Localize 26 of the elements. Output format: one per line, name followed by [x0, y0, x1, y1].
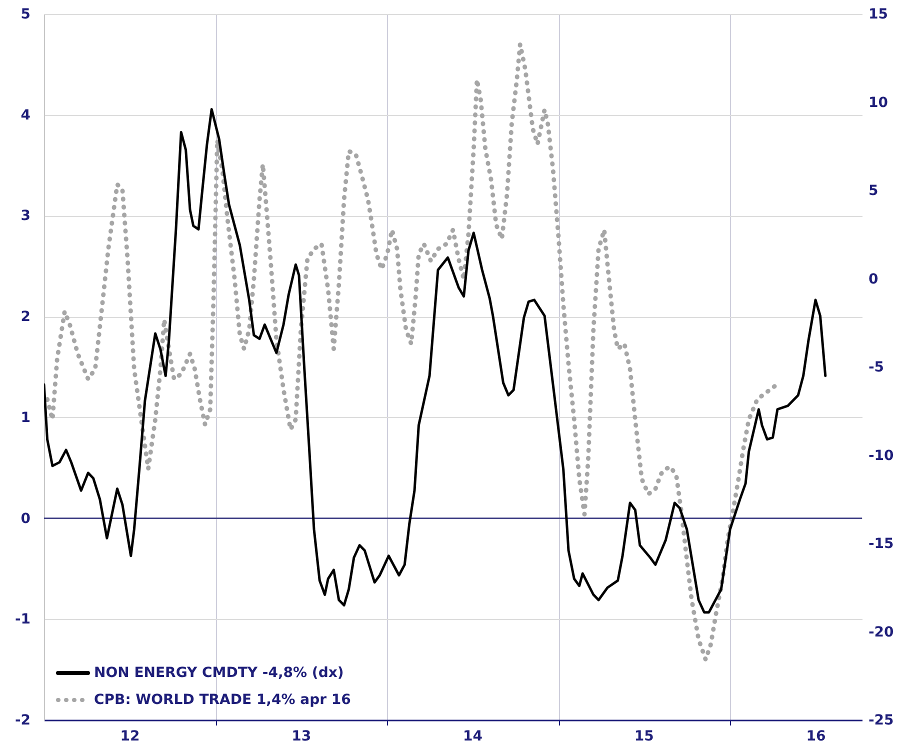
line-series [44, 108, 827, 614]
y-tick-label: 3 [20, 208, 30, 224]
y-tick-label: 0 [20, 510, 31, 527]
y-tick-label: 1 [20, 410, 30, 426]
y-tick-label: 4 [20, 107, 31, 124]
x-tick-label: 12 [120, 728, 140, 744]
x-tick-label: 13 [292, 728, 312, 744]
y2-tick-label: -25 [868, 712, 894, 728]
y2-tick-label: -5 [868, 360, 884, 376]
y2-tick-label: -15 [868, 536, 894, 552]
y2-tick-label: 0 [868, 271, 878, 288]
y2-tick-label: 15 [868, 6, 888, 22]
x-tick-label: 15 [634, 728, 654, 744]
y2-tick-label: -10 [868, 448, 894, 464]
y2-tick-label: 10 [868, 94, 888, 111]
line-series [45, 42, 778, 662]
x-tick-label: 14 [463, 728, 483, 744]
y-tick-label: 5 [20, 6, 30, 22]
y2-tick-label: 5 [868, 183, 878, 199]
x-tick-label: 16 [806, 728, 826, 744]
legend-label: NON ENERGY CMDTY -4,8% (dx) [94, 665, 344, 681]
y-tick-label: -2 [14, 712, 30, 728]
legend-label: CPB: WORLD TRADE 1,4% apr 16 [94, 692, 351, 708]
y-tick-label: 2 [20, 309, 30, 326]
y2-tick-label: -20 [868, 624, 894, 640]
y-tick-label: -1 [14, 612, 30, 628]
